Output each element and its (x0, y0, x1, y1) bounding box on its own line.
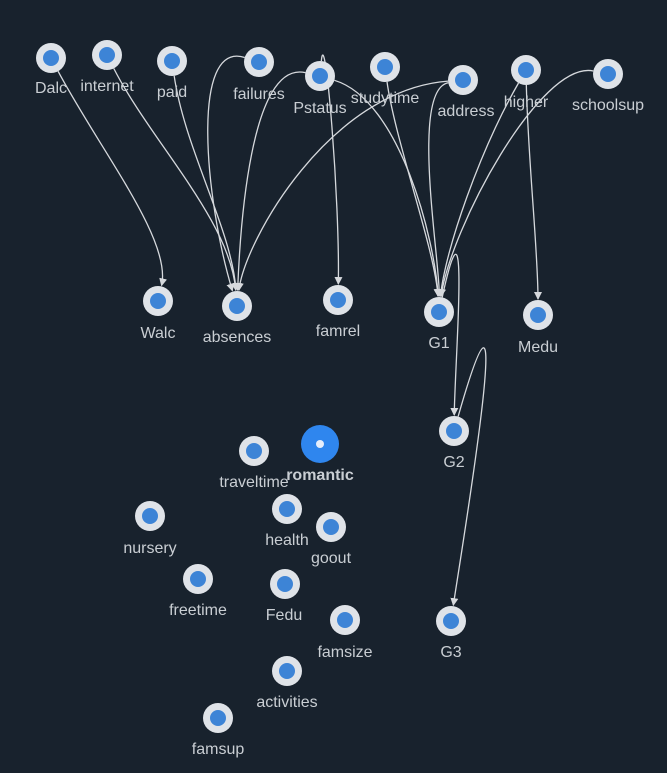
node-core (518, 62, 534, 78)
node-G2[interactable]: G2 (439, 416, 469, 471)
node-label-Fedu: Fedu (266, 607, 302, 624)
node-label-absences: absences (203, 329, 272, 346)
node-label-paid: paid (157, 84, 187, 101)
node-label-famsize: famsize (317, 644, 372, 661)
node-core (164, 53, 180, 69)
node-goout[interactable]: goout (311, 512, 352, 567)
node-Medu[interactable]: Medu (518, 300, 558, 356)
edge-internet-to-absences (113, 68, 240, 292)
node-failures[interactable]: failures (233, 47, 285, 103)
edge-higher-to-G1 (437, 82, 520, 298)
node-Pstatus[interactable]: Pstatus (293, 61, 347, 117)
node-core (600, 66, 616, 82)
node-schoolsup[interactable]: schoolsup (572, 59, 644, 114)
node-core (279, 663, 295, 679)
node-label-famsup: famsup (192, 741, 245, 758)
node-absences[interactable]: absences (203, 291, 272, 346)
node-label-G2: G2 (443, 454, 464, 471)
node-core (337, 612, 353, 628)
node-label-studytime: studytime (351, 90, 420, 107)
node-core (443, 613, 459, 629)
node-label-freetime: freetime (169, 602, 227, 619)
node-core (142, 508, 158, 524)
edge-Dalc-to-Walc (57, 70, 168, 287)
node-core (312, 68, 328, 84)
node-label-Medu: Medu (518, 339, 558, 356)
node-label-schoolsup: schoolsup (572, 97, 644, 114)
node-core (377, 59, 393, 75)
edge-address-to-absences (235, 80, 449, 292)
node-label-failures: failures (233, 86, 285, 103)
node-label-G3: G3 (440, 644, 461, 661)
edge-studytime-to-G1 (386, 81, 442, 298)
node-label-address: address (438, 103, 495, 120)
node-core (251, 54, 267, 70)
node-traveltime[interactable]: traveltime (219, 436, 289, 491)
node-core (43, 50, 59, 66)
node-G3[interactable]: G3 (436, 606, 466, 661)
edges-layer (57, 54, 594, 607)
node-nursery[interactable]: nursery (123, 501, 177, 557)
edge-failures-to-absences (207, 55, 245, 292)
node-label-higher: higher (504, 94, 549, 111)
node-core (431, 304, 447, 320)
node-label-traveltime: traveltime (219, 474, 288, 491)
node-core (229, 298, 245, 314)
node-label-Dalc: Dalc (35, 80, 67, 97)
edge-G2-to-G3 (450, 347, 487, 607)
node-label-Walc: Walc (141, 325, 176, 342)
node-label-Pstatus: Pstatus (293, 100, 346, 117)
edge-Pstatus-to-famrel (320, 54, 343, 286)
node-core (190, 571, 206, 587)
node-Fedu[interactable]: Fedu (266, 569, 302, 624)
node-core (279, 501, 295, 517)
edge-paid-to-absences (173, 75, 240, 292)
node-label-famrel: famrel (316, 323, 360, 340)
node-famsize[interactable]: famsize (317, 605, 373, 661)
node-core (99, 47, 115, 63)
node-paid[interactable]: paid (157, 46, 187, 101)
node-label-nursery: nursery (123, 540, 176, 557)
node-freetime[interactable]: freetime (169, 564, 227, 619)
edge-schoolsup-to-G1 (438, 70, 594, 298)
node-core (210, 710, 226, 726)
node-core (455, 72, 471, 88)
node-core (330, 292, 346, 308)
node-center-dot (316, 440, 324, 448)
node-Dalc[interactable]: Dalc (35, 43, 67, 97)
node-label-romantic: romantic (286, 467, 354, 484)
node-romantic[interactable]: romantic (286, 425, 354, 484)
node-core (530, 307, 546, 323)
edge-Pstatus-to-absences (233, 71, 306, 292)
node-health[interactable]: health (265, 494, 309, 549)
edge-address-to-G1 (428, 82, 449, 298)
edge-Pstatus-to-G1 (334, 79, 442, 298)
node-core (246, 443, 262, 459)
node-label-goout: goout (311, 550, 352, 567)
node-core (446, 423, 462, 439)
nodes-layer: Dalc internet paid failures Pstatus studytime… (35, 40, 644, 758)
node-core (323, 519, 339, 535)
node-G1[interactable]: G1 (424, 297, 454, 352)
node-famsup[interactable]: famsup (192, 703, 245, 758)
node-higher[interactable]: higher (504, 55, 549, 111)
node-studytime[interactable]: studytime (351, 52, 420, 107)
node-label-health: health (265, 532, 309, 549)
edge-G1-to-G2 (441, 253, 460, 417)
node-Walc[interactable]: Walc (141, 286, 176, 342)
node-internet[interactable]: internet (80, 40, 134, 95)
edge-higher-to-Medu (525, 84, 542, 300)
node-label-G1: G1 (428, 335, 449, 352)
node-address[interactable]: address (438, 65, 495, 120)
node-label-internet: internet (80, 78, 134, 95)
node-activities[interactable]: activities (256, 656, 318, 711)
node-core (150, 293, 166, 309)
node-label-activities: activities (256, 694, 317, 711)
node-famrel[interactable]: famrel (316, 285, 360, 340)
node-core (277, 576, 293, 592)
